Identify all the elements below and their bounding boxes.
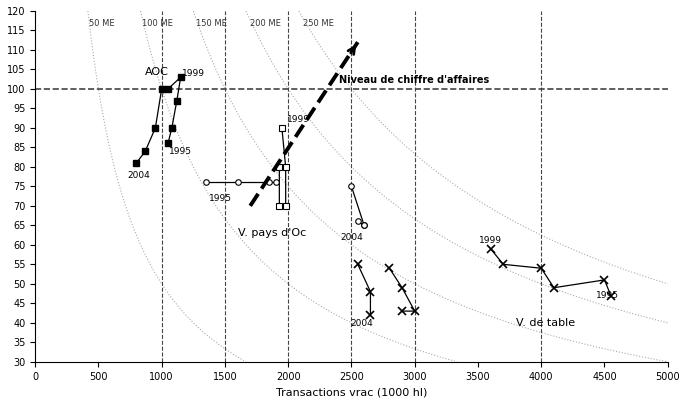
X-axis label: Transactions vrac (1000 hl): Transactions vrac (1000 hl) — [275, 387, 427, 397]
Text: 1999: 1999 — [480, 236, 502, 245]
Text: Niveau de chiffre d'affaires: Niveau de chiffre d'affaires — [339, 75, 489, 85]
Text: 1995: 1995 — [208, 194, 232, 203]
Text: V. de table: V. de table — [516, 318, 575, 328]
Text: 1995: 1995 — [596, 291, 618, 300]
Text: 2004: 2004 — [350, 319, 373, 328]
Text: 250 ME: 250 ME — [303, 19, 334, 28]
Text: 2004: 2004 — [128, 171, 150, 180]
Text: 1999: 1999 — [287, 115, 310, 124]
Text: 150 ME: 150 ME — [196, 19, 227, 28]
Text: 200 ME: 200 ME — [249, 19, 280, 28]
Text: V. pays d'Oc: V. pays d'Oc — [238, 228, 306, 238]
Text: AOC: AOC — [145, 67, 169, 77]
Text: 2004: 2004 — [340, 233, 363, 242]
Text: 1999: 1999 — [182, 69, 205, 78]
Text: 50 ME: 50 ME — [89, 19, 115, 28]
Text: 1995: 1995 — [168, 147, 192, 156]
Text: 100 ME: 100 ME — [142, 19, 173, 28]
